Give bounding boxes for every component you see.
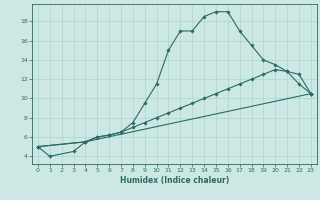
X-axis label: Humidex (Indice chaleur): Humidex (Indice chaleur) xyxy=(120,176,229,185)
